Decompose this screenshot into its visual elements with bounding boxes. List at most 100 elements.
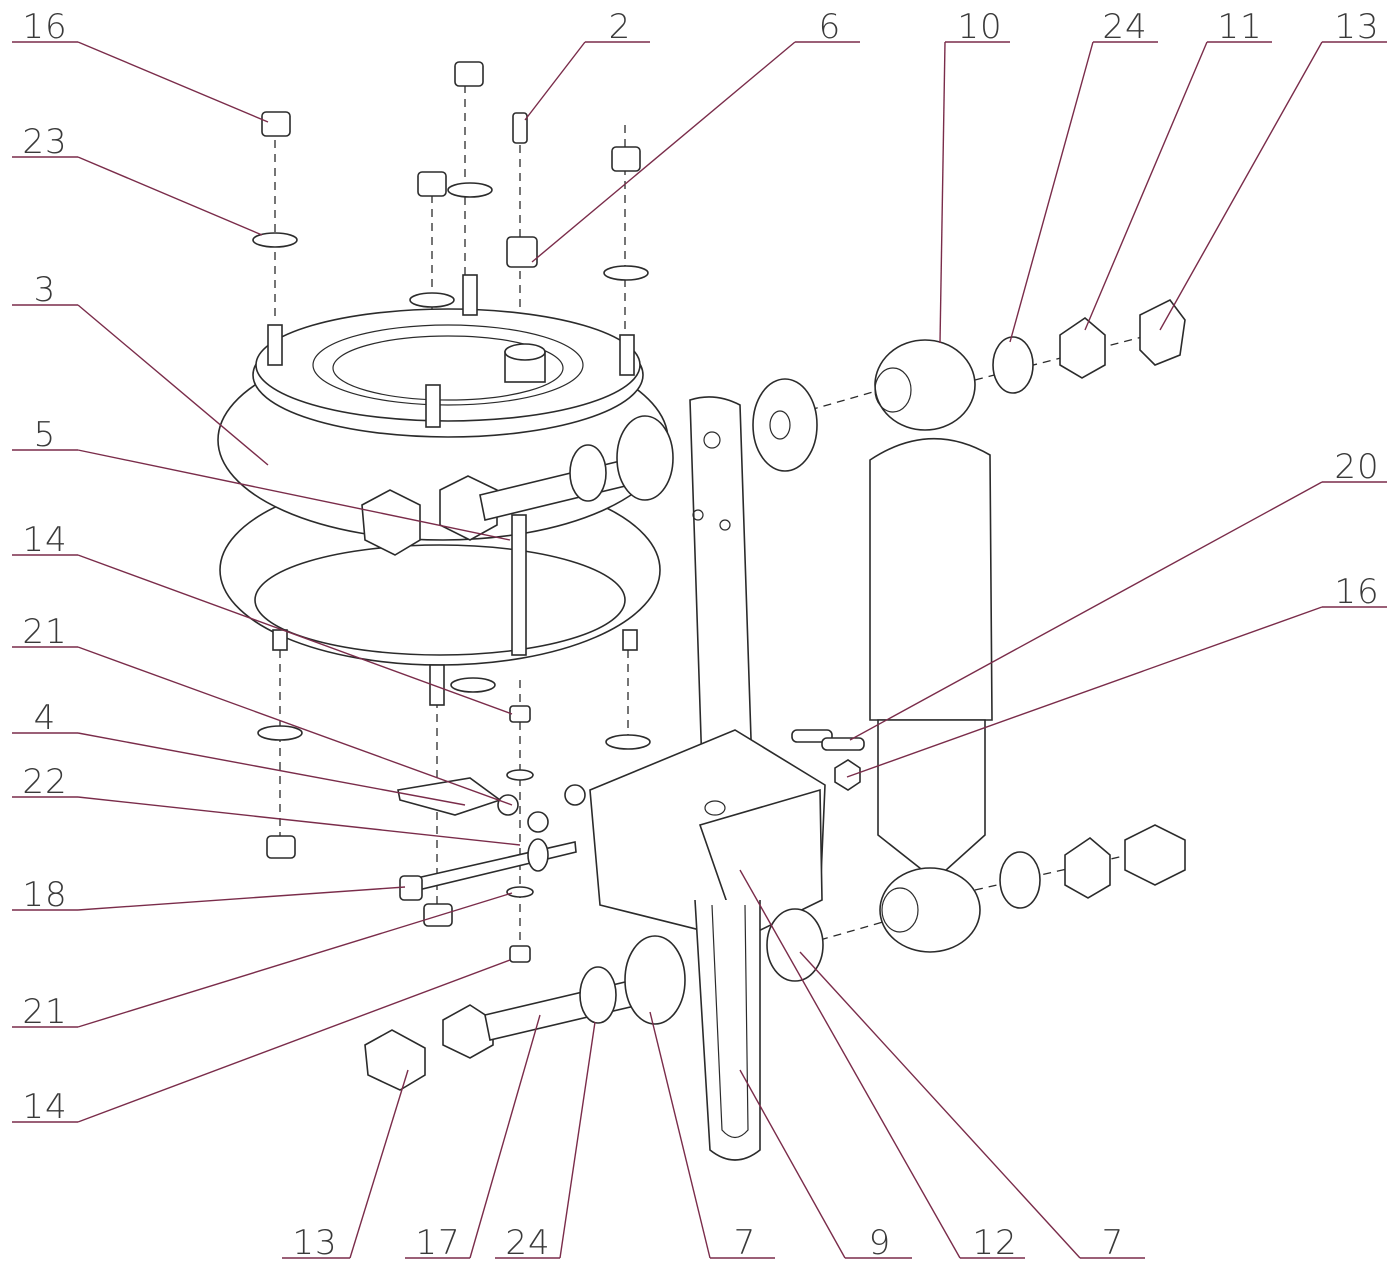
nut (835, 760, 860, 790)
axis-line (810, 390, 880, 410)
nut (455, 62, 483, 86)
nut (267, 836, 295, 858)
pin (822, 738, 864, 750)
nut (612, 147, 640, 171)
adapter (507, 237, 537, 267)
callout: 9 (740, 1070, 912, 1262)
shock-eye (875, 340, 975, 430)
washer (565, 785, 585, 805)
washer (528, 839, 548, 871)
fitting (513, 113, 527, 143)
callout-label: 3 (34, 270, 57, 310)
callout-label: 6 (819, 7, 842, 47)
leader-line (560, 1022, 595, 1258)
callout: 13 (1160, 7, 1387, 330)
bolt-head (400, 876, 422, 900)
callout-label: 5 (34, 415, 57, 455)
cap-nut (365, 1030, 425, 1090)
leader-line (532, 42, 795, 262)
callout: 7 (800, 952, 1145, 1262)
rod (512, 515, 526, 655)
callout: 10 (940, 7, 1010, 343)
washer (753, 379, 817, 471)
callout: 14 (12, 960, 510, 1127)
nut (424, 904, 452, 926)
callout: 13 (282, 1070, 408, 1262)
washer (570, 445, 606, 501)
callout: 23 (12, 122, 262, 235)
washer (448, 183, 492, 197)
callout-label: 24 (505, 1223, 550, 1262)
exploded-diagram: 16 23 3 5 14 21 4 22 18 21 14 2 6 10 24 … (0, 0, 1389, 1262)
leader-line (78, 893, 512, 1027)
shock-eye (880, 868, 980, 952)
bolt-head (443, 1005, 493, 1058)
washer (253, 233, 297, 247)
callout: 24 (1010, 7, 1158, 342)
nut (510, 706, 530, 722)
bottom-plate (255, 545, 625, 655)
callout: 4 (12, 698, 465, 805)
callout-label: 4 (34, 698, 57, 738)
leader-line (78, 647, 512, 805)
callout-label: 23 (22, 122, 67, 162)
u-bolt (695, 900, 760, 1160)
leader-line (78, 733, 465, 805)
washer (580, 967, 616, 1023)
callout-label: 22 (22, 762, 67, 802)
callout-label: 9 (869, 1223, 892, 1262)
callout-label: 7 (1102, 1223, 1125, 1262)
air-fitting-top (505, 344, 545, 360)
nut (1065, 838, 1110, 898)
callout-label: 20 (1334, 447, 1379, 487)
stud (268, 325, 282, 365)
callout-label: 11 (1217, 7, 1262, 47)
washer (507, 770, 533, 780)
callout-label: 13 (1334, 7, 1379, 47)
stud (623, 630, 637, 650)
washer (993, 337, 1033, 393)
callout-label: 10 (957, 7, 1002, 47)
callout: 2 (525, 7, 650, 120)
callout-label: 24 (1102, 7, 1147, 47)
washer (1000, 852, 1040, 908)
assembly-drawing (218, 62, 1185, 1160)
leader-line (800, 952, 1080, 1258)
stud (620, 335, 634, 375)
leader-line (1085, 42, 1207, 330)
stud (426, 385, 440, 427)
shock-rod (878, 720, 985, 880)
callout: 24 (495, 1022, 595, 1262)
callout-label: 14 (22, 520, 67, 560)
callout-label: 13 (292, 1223, 337, 1262)
shock-body (870, 439, 992, 720)
washer (604, 266, 648, 280)
nut (528, 812, 548, 832)
callout-label: 7 (734, 1223, 757, 1262)
leader-line (525, 42, 585, 120)
bracket-arm (398, 778, 500, 815)
callout-label: 17 (415, 1223, 460, 1262)
nut (418, 172, 446, 196)
callout-label: 12 (972, 1223, 1017, 1262)
washer (258, 726, 302, 740)
leader-line (78, 305, 268, 465)
nut (262, 112, 290, 136)
callout: 11 (1085, 7, 1272, 330)
leader-line (78, 157, 262, 235)
callout: 6 (532, 7, 860, 262)
leader-line (350, 1070, 408, 1258)
callout-label: 14 (22, 1087, 67, 1127)
leader-line (78, 42, 268, 122)
washer (451, 678, 495, 692)
callout-label: 16 (1334, 572, 1379, 612)
washer (767, 909, 823, 981)
nut (510, 946, 530, 962)
leader-line (78, 887, 405, 910)
callout-label: 16 (22, 7, 67, 47)
washer (606, 735, 650, 749)
callout-label: 2 (609, 7, 632, 47)
leader-line (1160, 42, 1322, 330)
cap-nut (1125, 825, 1185, 885)
callout-label: 21 (22, 612, 67, 652)
